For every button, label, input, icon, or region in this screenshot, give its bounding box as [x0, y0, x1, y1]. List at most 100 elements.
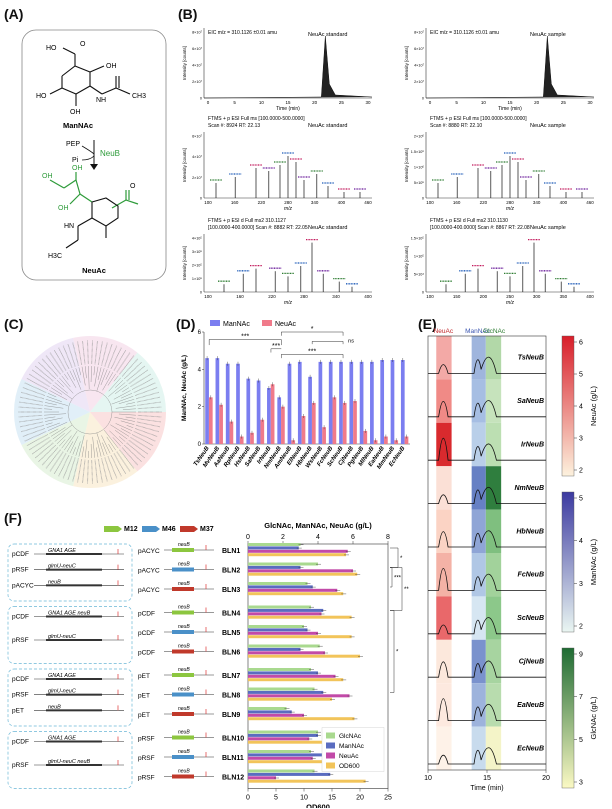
colorbar-title: NeuAc (g/L) [589, 385, 598, 426]
bar-glcnac [248, 769, 315, 773]
x-tick-label: 15 [483, 775, 491, 782]
plasmid-name: pRSF [12, 637, 29, 644]
row-promoter [172, 774, 194, 779]
bar-neuac [248, 612, 322, 616]
row-gene: neuB [178, 644, 190, 650]
y-tick-label: 5×10⁴ [414, 273, 425, 277]
bottom-tick-label: 5 [274, 795, 278, 802]
tree-branch [111, 396, 134, 405]
strain-label: BLN2 [222, 568, 240, 575]
colorbar [561, 335, 575, 477]
bar-neuac [260, 419, 265, 444]
bar-neuac [281, 406, 285, 444]
row-gene: neuB [178, 624, 190, 630]
tree-branch [78, 367, 81, 376]
x-tick-label: 220 [258, 200, 266, 205]
bar-neuac [208, 397, 213, 444]
bottom-tick-label: 10 [300, 795, 308, 802]
bar-mannac [225, 363, 230, 444]
bar-glcnac [248, 543, 301, 546]
bottom-tick-label: 20 [356, 795, 364, 802]
tree-leaf-label [28, 373, 50, 387]
tree-branch [50, 427, 66, 437]
mannac-band [471, 379, 486, 423]
tree-branch [96, 368, 105, 392]
tree-leaf-label [132, 434, 154, 447]
colorbar-title: GlcNAc (g/L) [589, 696, 598, 739]
y-tick-label: 1×10⁵ [192, 277, 203, 281]
tree-leaf-label [49, 451, 64, 472]
row-promoter [172, 673, 194, 677]
atom-hn: HN [64, 223, 74, 230]
glcnac-band [485, 336, 502, 380]
x-tick-label: 280 [506, 200, 514, 205]
row-promoter [172, 567, 194, 572]
chromatogram-trace [428, 660, 546, 678]
series-legend-swatch [326, 752, 335, 759]
bar-od600 [248, 572, 358, 576]
tree-branch [75, 368, 81, 383]
bar-neuac [248, 588, 338, 592]
y-tick-label: 0 [422, 97, 424, 101]
tree-branch [49, 390, 68, 400]
tree-branch [113, 390, 131, 400]
gene-label: glmU-neuC [48, 564, 76, 570]
tree-leaf-label [28, 437, 50, 451]
bar-mannac [248, 772, 331, 776]
tree-branch [72, 447, 76, 455]
tree-leaf-label [19, 421, 44, 428]
chromatogram-trace [428, 747, 546, 765]
sig-label: *** [241, 334, 249, 341]
tree-leaf-label [37, 445, 56, 463]
tree-branch [120, 420, 135, 425]
tree-leaf-label [130, 437, 152, 451]
strain-label: BLN1 [222, 548, 240, 555]
gene-block [46, 709, 102, 712]
gene-label: GNA1 AGE [48, 548, 76, 554]
tree-branch [61, 435, 72, 449]
tree-leaf-label [110, 347, 122, 370]
series-legend-swatch [326, 762, 335, 769]
col-neuac: NeuAc [434, 328, 454, 335]
tree-leaf-label [128, 439, 149, 455]
bar-glcnac [248, 644, 320, 648]
x-tick-label: 25 [339, 100, 345, 105]
chromatogram-trace [428, 698, 546, 721]
tree-branch [114, 430, 128, 440]
atom-nh: NH [96, 97, 106, 104]
panel-e-label: (E) [418, 316, 437, 332]
neuac-band [436, 379, 452, 423]
tree-leaf-label [45, 449, 61, 470]
bar-mannac [246, 378, 251, 444]
tree-branch [118, 413, 136, 416]
glcnac-band [485, 379, 502, 423]
bar-mannac [248, 753, 327, 757]
tree-leaf-label [130, 373, 152, 387]
chromatogram-trace [428, 356, 546, 374]
atom-oh: OH [106, 63, 117, 70]
tree-branch [106, 436, 116, 451]
y-tick-label: 1.5×10⁶ [411, 150, 425, 154]
gene-block [46, 639, 102, 641]
bar-od600 [248, 779, 366, 783]
glcnac-band [485, 466, 502, 510]
y-axis-title: Intensity [counts] [182, 148, 187, 182]
plot-label: NeuAc standard [308, 32, 347, 38]
tree-leaf-label [20, 391, 44, 400]
atom-ch3: CH3 [132, 93, 146, 100]
y-tick-label: 5×10⁵ [414, 181, 425, 185]
tree-leaf-label [121, 447, 139, 466]
x-tick-label: 220 [268, 294, 276, 299]
top-tick-label: 4 [316, 534, 320, 541]
x-tick-label: 460 [586, 200, 594, 205]
bar-od600 [248, 635, 352, 639]
panel-f-label: (F) [4, 510, 22, 526]
tree-branch [126, 425, 134, 428]
tree-branch [107, 373, 116, 386]
construct-box [7, 543, 133, 602]
row-promoter [172, 610, 194, 615]
chromatogram-trace [428, 617, 546, 635]
tree-branch [69, 370, 75, 381]
atom-o: O [80, 41, 86, 48]
plasmid-name: pCDF [12, 614, 29, 621]
